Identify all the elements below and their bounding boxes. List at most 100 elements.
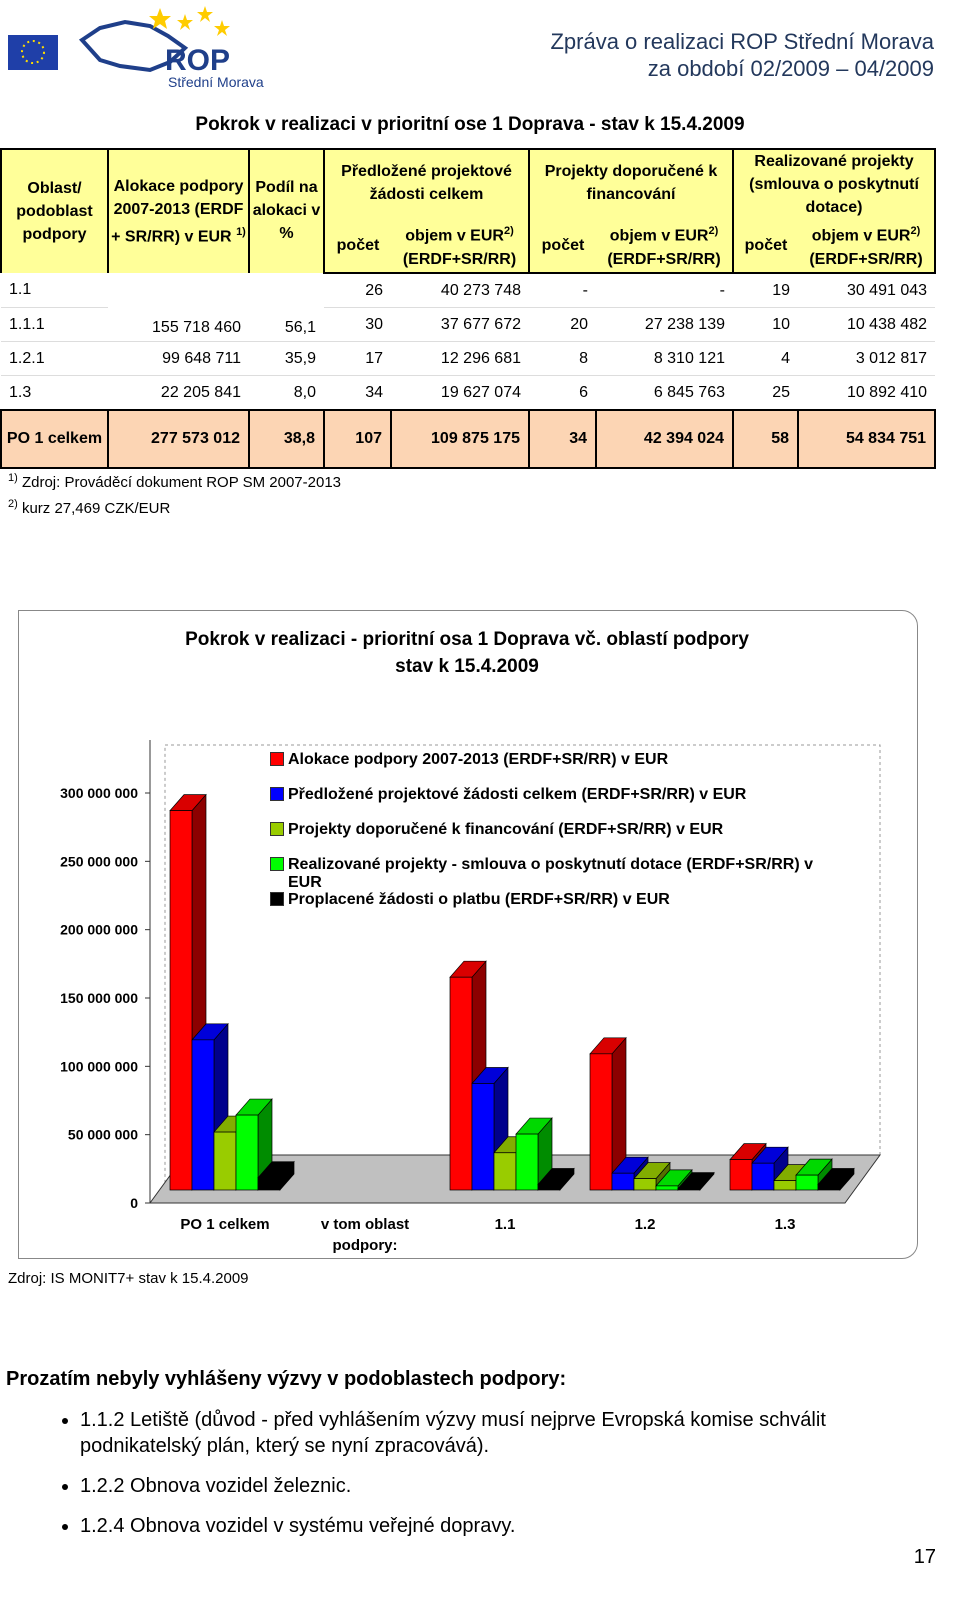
bar-front: [235, 1114, 259, 1191]
report-title: Zpráva o realizaci ROP Střední Morava: [550, 29, 934, 54]
table-cell: 22 205 841: [108, 375, 249, 411]
footnote: 1) Zdroj: Prováděcí dokument ROP SM 2007…: [8, 472, 341, 491]
table-cell: 27 238 139: [596, 307, 733, 342]
header-text: Podíl na alokaci v %: [252, 179, 321, 242]
notice-list: 1.1.2 Letiště (důvod - před vyhlášením v…: [0, 1407, 950, 1553]
y-tick-label: 200 000 000: [60, 922, 138, 938]
table-cell: 34: [528, 409, 597, 469]
y-tick-label: 300 000 000: [60, 785, 138, 801]
chart-subtitle: stav k 15.4.2009: [395, 656, 539, 677]
table-title: Pokrok v realizaci v prioritní ose 1 Dop…: [195, 114, 745, 135]
notice-item: 1.1.2 Letiště (důvod - před vyhlášením v…: [80, 1407, 950, 1459]
bar-front: [537, 1184, 561, 1191]
bar-front: [633, 1178, 657, 1191]
y-tick-label: 250 000 000: [60, 853, 138, 869]
chart-title: Pokrok v realizaci - prioritní osa 1 Dop…: [185, 629, 749, 650]
footnote-text: kurz 27,469 CZK/EUR: [21, 500, 171, 517]
table-cell: 17: [324, 341, 391, 376]
bar: [655, 1168, 693, 1191]
header-cell: Podíl na alokaci v %: [248, 148, 325, 273]
bar: [817, 1167, 855, 1191]
logo-subtitle: Střední Morava: [168, 74, 264, 90]
header-text: Oblast/ podoblast podpory: [16, 180, 93, 243]
table-cell: 19: [733, 273, 798, 308]
legend-item: Proplacené žádosti o platbu (ERDF+SR/RR)…: [270, 891, 845, 909]
table-cell: 1.2.1: [1, 341, 108, 376]
header-cell: Předložené projektové žádosti celkem: [323, 148, 530, 219]
footnote: 2) kurz 27,469 CZK/EUR: [8, 498, 170, 517]
logo-area: ROP Střední Morava: [8, 6, 264, 90]
header-cell: objem v EUR2) (ERDF+SR/RR): [798, 219, 937, 274]
header-cell: objem v EUR2) (ERDF+SR/RR): [596, 219, 734, 274]
header-text: počet: [541, 237, 585, 254]
table-cell: 30 491 043: [798, 273, 936, 308]
table-cell: 38,8: [248, 409, 325, 469]
header-text: Projekty doporučené k financování: [544, 163, 718, 203]
x-tick-label: 1.1: [494, 1216, 516, 1233]
bar-front: [515, 1133, 539, 1191]
footnote-mark: 2): [8, 498, 18, 510]
legend-item: Realizované projekty - smlouva o poskytn…: [270, 856, 845, 892]
header-cell: Alokace podpory 2007-2013 (ERDF + SR/RR)…: [107, 148, 250, 273]
x-tick-label: 1.2: [634, 1216, 656, 1233]
header-cell: objem v EUR2) (ERDF+SR/RR): [391, 219, 530, 274]
bar-front: [213, 1131, 237, 1191]
legend-swatch: [270, 822, 284, 836]
stars: [149, 6, 230, 36]
bar-front: [493, 1152, 517, 1191]
table-cell: 109 875 175: [390, 409, 530, 469]
header-cell: Projekty doporučené k financování: [528, 148, 734, 219]
header-text: Předložené projektové žádosti celkem: [341, 163, 512, 203]
table-cell: 3 012 817: [798, 341, 936, 376]
total-row: PO 1 celkem 277 573 012 38,8 107 109 875 175…: [0, 409, 937, 469]
table-cell: 34: [324, 375, 391, 411]
bar: [537, 1167, 575, 1191]
legend-label: Realizované projekty - smlouva o poskytn…: [288, 856, 813, 891]
table-cell: 6: [529, 375, 596, 411]
logo-text: ROP: [165, 44, 230, 77]
legend-label: Předložené projektové žádosti celkem (ER…: [288, 786, 747, 803]
table-cell: 12 296 681: [391, 341, 529, 376]
x-tick-label: PO 1 celkem: [180, 1216, 270, 1233]
header-text: (ERDF+SR/RR): [809, 250, 923, 268]
table-cell: 107: [323, 409, 392, 469]
table-cell: 99 648 711: [108, 341, 249, 376]
table-cell: 54 834 751: [796, 409, 937, 469]
table-cell: -: [529, 273, 596, 308]
header-text: objem v EUR: [811, 227, 911, 245]
progress-table: Oblast/ podoblast podpory Alokace podpor…: [0, 148, 937, 469]
header-cell: Realizované projekty (smlouva o poskytnu…: [731, 148, 937, 219]
bar: [589, 1036, 627, 1191]
header-cell: počet: [323, 219, 391, 274]
report-period: za období 02/2009 – 04/2009: [647, 56, 934, 81]
header-text: Alokace podpory 2007-2013 (ERDF + SR/RR)…: [111, 177, 244, 246]
header-cell: počet: [732, 219, 798, 274]
y-tick-label: 50 000 000: [68, 1127, 138, 1143]
table-row: 1.3 22 205 841 8,0 34 19 627 074 6 6 845 763 25…: [1, 375, 936, 411]
header-text: Realizované projekty (smlouva o poskytnu…: [749, 153, 919, 216]
header-cell: počet: [528, 219, 596, 274]
table-cell: -: [596, 273, 733, 308]
table-row: 1.2.1 99 648 711 35,9 17 12 296 681 8 8 310 12…: [1, 341, 936, 376]
bar-front: [589, 1053, 613, 1191]
table-cell: 1.1: [1, 273, 108, 308]
y-tick-label: 0: [130, 1195, 138, 1211]
table-cell: 19 627 074: [391, 375, 529, 411]
table-cell: 4: [733, 341, 798, 376]
x-tick-label: 1.3: [774, 1216, 796, 1233]
bar: [257, 1160, 295, 1191]
table-cell: 6 845 763: [596, 375, 733, 411]
table-cell: 35,9: [249, 341, 324, 376]
table-cell: 40 273 748: [391, 273, 529, 308]
chart-source: Zdroj: IS MONIT7+ stav k 15.4.2009: [8, 1270, 249, 1287]
report-header: Zpráva o realizaci ROP Střední Morava za…: [550, 28, 934, 82]
legend-item: Předložené projektové žádosti celkem (ER…: [270, 786, 845, 804]
header-text: počet: [744, 237, 788, 254]
notice-heading: Prozatím nebyly vyhlášeny výzvy v podobl…: [6, 1368, 567, 1390]
table-cell: 277 573 012: [107, 409, 250, 469]
table-cell: 1.1.1: [1, 307, 108, 342]
bar-front: [677, 1188, 701, 1191]
bar-front: [751, 1162, 775, 1191]
table-cell: 30: [324, 307, 391, 342]
